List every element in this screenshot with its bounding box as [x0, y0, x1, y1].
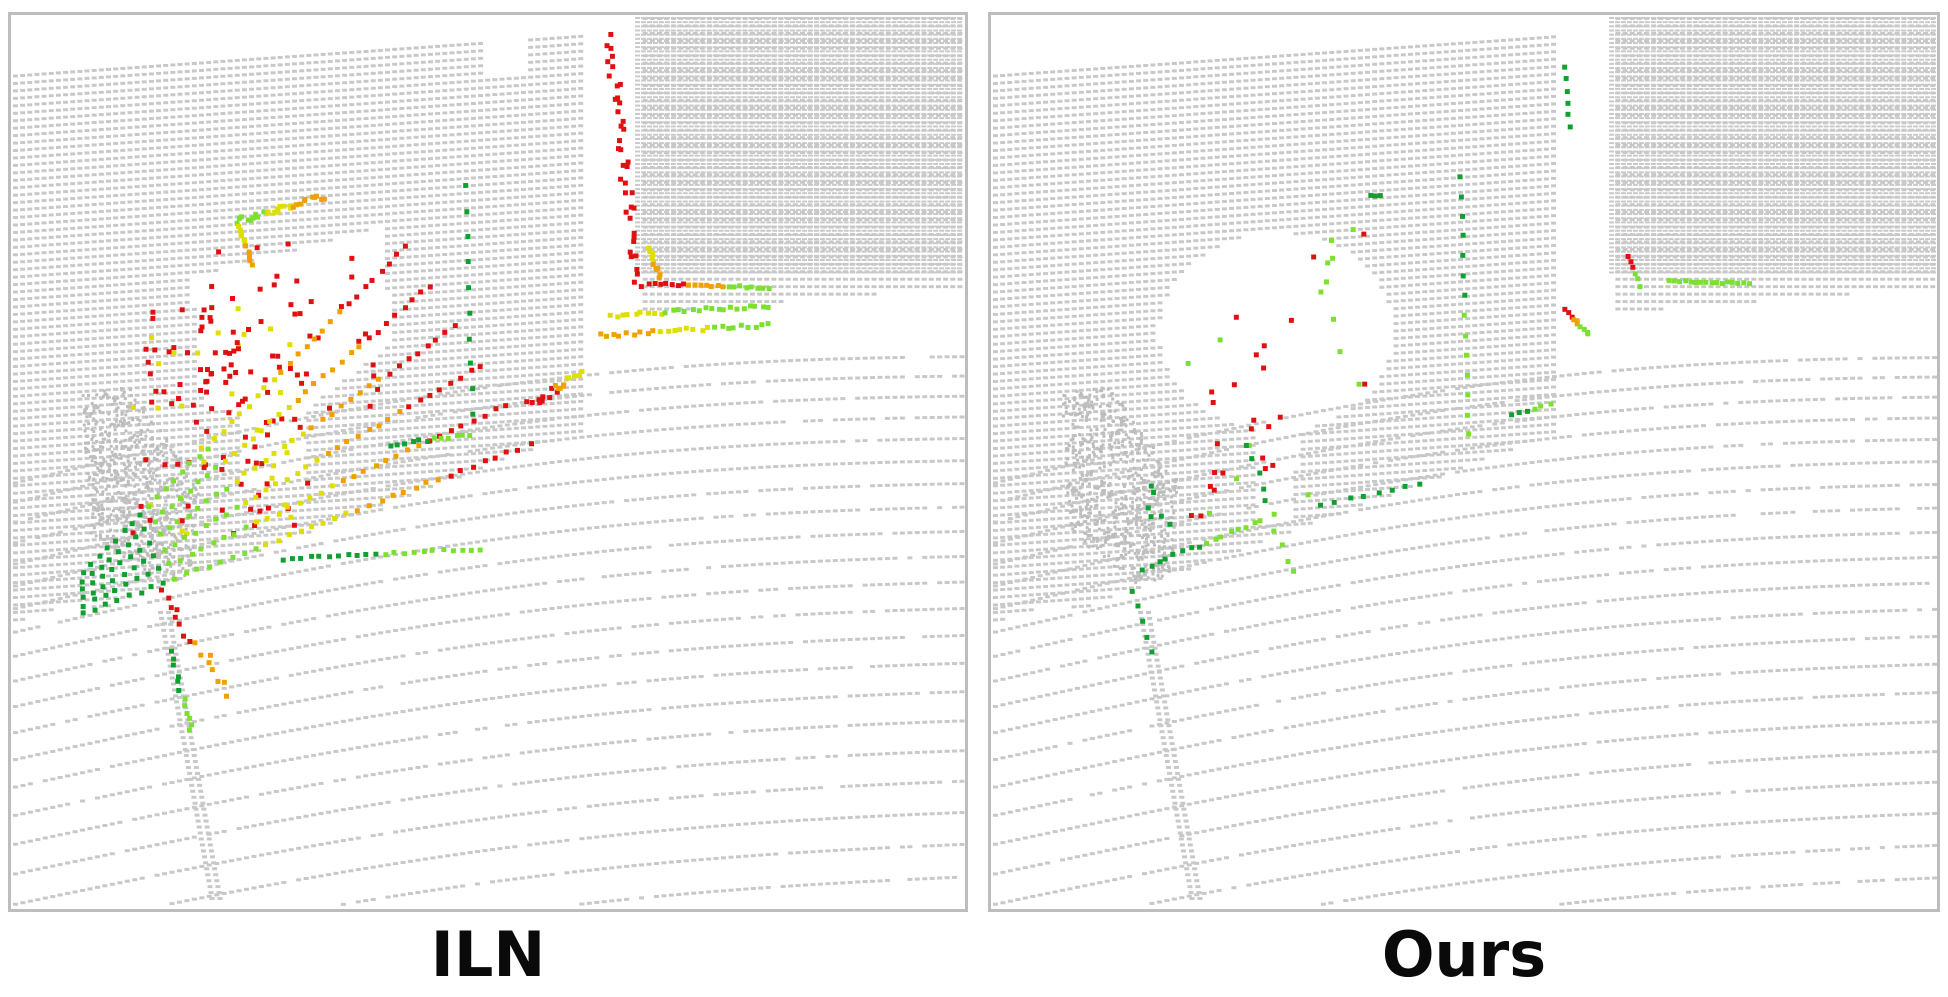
- panel-caption-iln: ILN: [8, 920, 968, 990]
- point-cloud-ours: [992, 16, 1937, 906]
- error-points: [79, 31, 772, 733]
- wall-points: [992, 16, 1937, 622]
- floor-scan-lines: [992, 356, 1937, 906]
- chair-points: [81, 387, 223, 901]
- error-points: [1129, 64, 1753, 655]
- point-cloud-iln: [12, 16, 965, 906]
- point-cloud-panel-iln: [8, 12, 968, 912]
- panel-caption-ours: Ours: [988, 920, 1940, 990]
- point-cloud-panel-ours: [988, 12, 1940, 912]
- chair-points: [1061, 386, 1203, 901]
- floor-scan-lines: [12, 355, 965, 906]
